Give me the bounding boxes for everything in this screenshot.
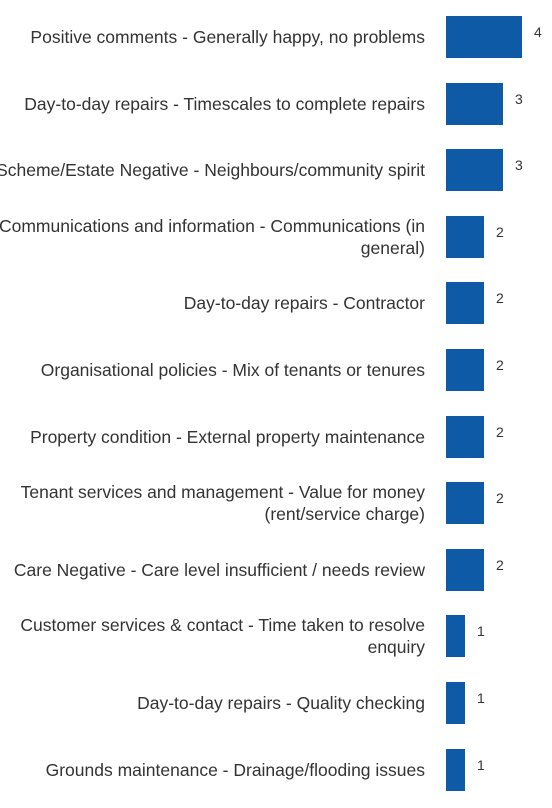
value-label: 2 [496,290,504,307]
bar-row: Organisational policies - Mix of tenants… [0,337,552,403]
category-label: Tenant services and management - Value f… [20,482,425,525]
bar [446,282,484,325]
bar-row: Care Negative - Care level insufficient … [0,537,552,603]
value-label: 3 [515,90,523,107]
bar-row: Tenant services and management - Value f… [0,470,552,536]
bar-row: Positive comments - Generally happy, no … [0,4,552,70]
bar-row: Day-to-day repairs - Contractor 2 [0,270,552,336]
category-label: Positive comments - Generally happy, no … [30,27,425,47]
value-label: 2 [496,223,504,240]
value-label: 2 [496,490,504,507]
bar [446,748,465,791]
bar-row: Scheme/Estate Negative - Neighbours/comm… [0,137,552,203]
bar-row: Customer services & contact - Time taken… [0,603,552,669]
value-label: 2 [496,556,504,573]
value-label: 1 [477,623,485,640]
bar [446,82,503,125]
value-label: 4 [534,24,542,40]
value-label: 3 [515,157,523,174]
bar [446,615,465,658]
bar [446,149,503,192]
category-label: Communications and information - Communi… [0,215,425,258]
bar [446,415,484,458]
category-label: Property condition - External property m… [30,426,425,447]
value-label: 2 [496,423,504,440]
category-label: Grounds maintenance - Drainage/flooding … [45,759,425,780]
category-label: Day-to-day repairs - Timescales to compl… [24,93,425,114]
value-label: 1 [477,690,485,706]
bar [446,482,484,525]
category-label: Scheme/Estate Negative - Neighbours/comm… [0,160,425,181]
bar [446,349,484,391]
category-label: Day-to-day repairs - Quality checking [137,693,425,713]
category-label: Care Negative - Care level insufficient … [13,559,425,580]
bar [446,682,465,724]
bar [446,16,522,58]
value-label: 1 [477,756,485,773]
bar-row: Grounds maintenance - Drainage/flooding … [0,737,552,803]
category-label: Organisational policies - Mix of tenants… [40,360,425,380]
bar [446,215,484,258]
bar-row: Day-to-day repairs - Quality checking 1 [0,670,552,736]
bar-row: Day-to-day repairs - Timescales to compl… [0,71,552,137]
bar [446,548,484,591]
value-label: 2 [496,357,504,373]
bar-row: Communications and information - Communi… [0,204,552,270]
category-label: Day-to-day repairs - Contractor [183,293,425,314]
category-label: Customer services & contact - Time taken… [20,615,425,658]
bar-row: Property condition - External property m… [0,404,552,470]
